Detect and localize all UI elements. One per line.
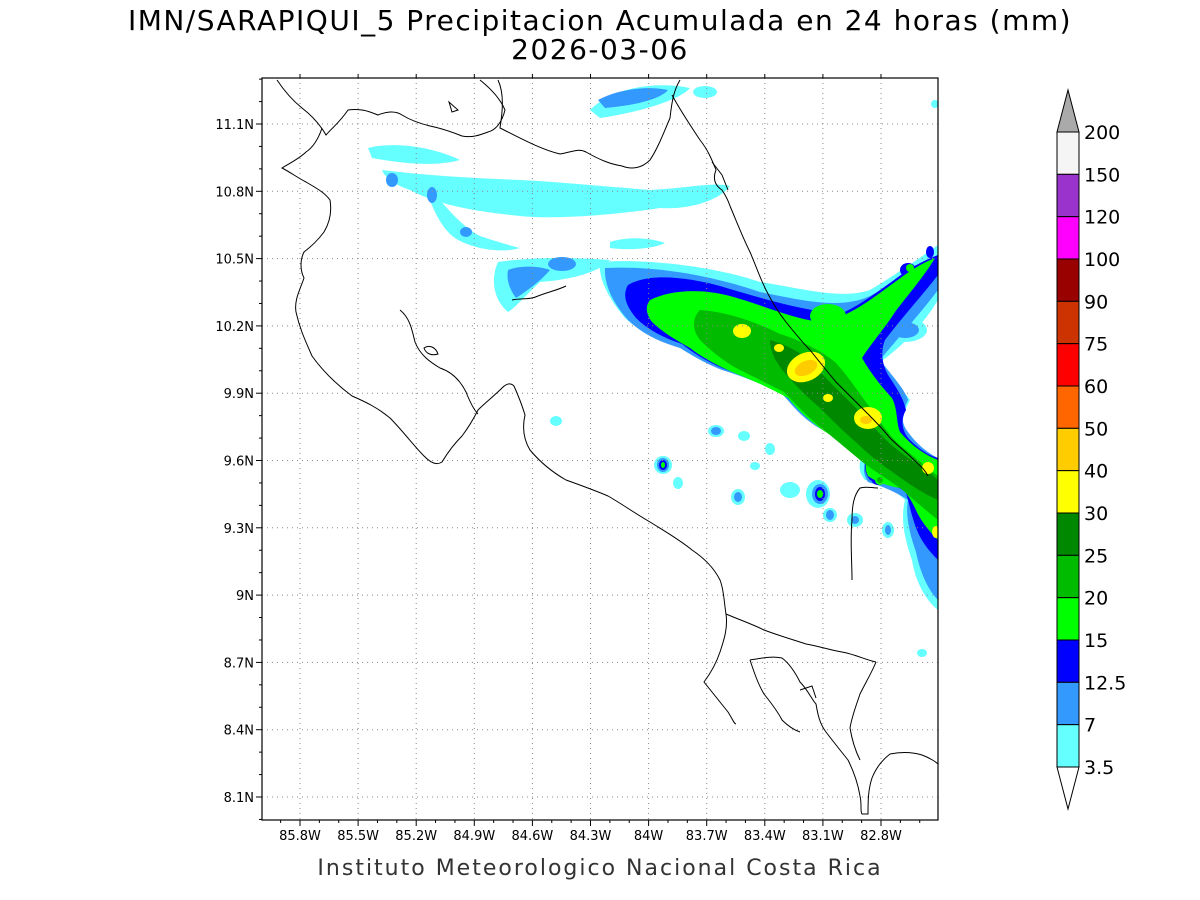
colorbar-level-label: 60 xyxy=(1084,376,1108,398)
lat-tick-label: 10.8N xyxy=(215,185,254,200)
colorbar-swatch xyxy=(1056,258,1080,302)
colorbar-level-label: 100 xyxy=(1084,249,1120,271)
colorbar-level-label: 50 xyxy=(1084,418,1108,440)
colorbar-swatch xyxy=(1056,343,1080,387)
map-title: IMN/SARAPIQUI_5 Precipitacion Acumulada … xyxy=(127,4,1073,37)
lat-tick-label: 8.7N xyxy=(224,656,254,671)
colorbar-level-label: 75 xyxy=(1084,334,1108,356)
colorbar-top-arrow xyxy=(1056,88,1080,133)
colorbar-swatch xyxy=(1056,512,1080,556)
colorbar-swatch xyxy=(1056,300,1080,345)
lon-tick-label: 83.1W xyxy=(802,829,844,844)
colorbar-level-label: 3.5 xyxy=(1084,757,1114,779)
colorbar-level-label: 200 xyxy=(1084,122,1120,144)
colorbar-swatch xyxy=(1056,681,1080,726)
lat-tick-label: 9.6N xyxy=(224,455,254,470)
lat-tick-label: 11.1N xyxy=(215,118,254,133)
lon-tick-label: 85.5W xyxy=(337,829,379,844)
lon-tick-label: 84.3W xyxy=(570,829,612,844)
precipitation-field xyxy=(368,85,938,657)
lat-tick-label: 9.9N xyxy=(224,387,254,402)
map-frame xyxy=(261,77,939,821)
colorbar-swatch xyxy=(1056,554,1080,599)
map-date: 2026-03-06 xyxy=(511,33,689,66)
colorbar-level-label: 12.5 xyxy=(1084,672,1126,694)
colorbar-level-label: 120 xyxy=(1084,207,1120,229)
lat-tick-label: 10.5N xyxy=(215,253,254,268)
lon-tick-label: 83.7W xyxy=(686,829,728,844)
colorbar-swatch xyxy=(1056,724,1080,768)
colorbar-swatch xyxy=(1056,216,1080,260)
colorbar-level-label: 90 xyxy=(1084,291,1108,313)
colorbar-swatch xyxy=(1056,470,1080,514)
lon-tick-label: 83.4W xyxy=(744,829,786,844)
colorbar-level-label: 30 xyxy=(1084,503,1108,525)
coastline-borders xyxy=(276,79,938,815)
lon-tick-label: 85.8W xyxy=(279,829,321,844)
colorbar-level-label: 15 xyxy=(1084,630,1108,652)
colorbar-swatch xyxy=(1056,427,1080,472)
lon-tick-label: 85.2W xyxy=(395,829,437,844)
colorbar-swatch xyxy=(1056,639,1080,683)
lon-tick-label: 84W xyxy=(634,829,664,844)
lat-tick-label: 10.2N xyxy=(215,320,254,335)
colorbar-swatch xyxy=(1056,385,1080,429)
axis-ticks: 85.8W 85.5W 85.2W 84.9W 84.6W 84.3W 84W 83.7W 83… xyxy=(215,74,921,844)
lon-tick-label: 84.9W xyxy=(453,829,495,844)
lat-tick-label: 9N xyxy=(236,589,254,604)
footer-credit: Instituto Meteorologico Nacional Costa R… xyxy=(317,856,883,881)
colorbar-swatch xyxy=(1056,131,1080,175)
lat-tick-label: 8.4N xyxy=(224,724,254,739)
colorbar-swatch xyxy=(1056,173,1080,218)
graticule-grid xyxy=(262,78,938,820)
colorbar-level-label: 150 xyxy=(1084,164,1120,186)
colorbar-legend: 200 150 120 100 90 75 60 50 40 30 25 20 15 12.5 7 3.5 xyxy=(1056,88,1126,811)
colorbar-level-label: 7 xyxy=(1084,715,1096,737)
lon-tick-label: 84.6W xyxy=(511,829,553,844)
colorbar-level-label: 25 xyxy=(1084,545,1108,567)
colorbar-level-label: 40 xyxy=(1084,461,1108,483)
lat-tick-label: 9.3N xyxy=(224,522,254,537)
lon-tick-label: 82.8W xyxy=(860,829,902,844)
colorbar-level-label: 20 xyxy=(1084,588,1108,610)
lat-tick-label: 8.1N xyxy=(224,791,254,806)
colorbar-swatch xyxy=(1056,597,1080,641)
colorbar-bottom-arrow xyxy=(1056,766,1080,811)
